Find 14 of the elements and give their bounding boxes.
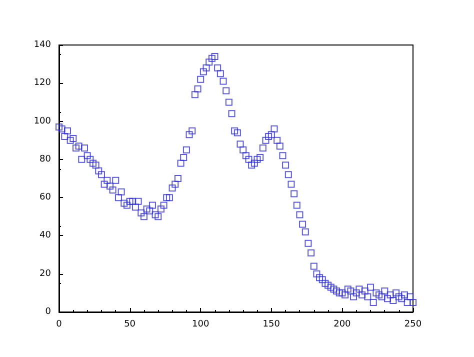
x-tick-label: 150 bbox=[262, 320, 280, 330]
y-tick-label: 20 bbox=[40, 268, 52, 279]
y-tick-label: 100 bbox=[34, 116, 52, 126]
x-tick-label: 0 bbox=[56, 320, 62, 330]
x-tick-label: 100 bbox=[192, 320, 210, 330]
x-tick-label: 200 bbox=[334, 320, 352, 330]
y-tick-label: 40 bbox=[40, 230, 52, 241]
y-tick-label: 60 bbox=[40, 192, 52, 203]
y-tick-label: 80 bbox=[40, 154, 52, 164]
y-tick-label: 140 bbox=[34, 40, 52, 50]
x-tick-label: 250 bbox=[404, 320, 422, 330]
y-tick-label: 120 bbox=[34, 78, 52, 88]
x-tick-label: 50 bbox=[124, 320, 136, 330]
y-tick-label: 0 bbox=[45, 307, 52, 317]
